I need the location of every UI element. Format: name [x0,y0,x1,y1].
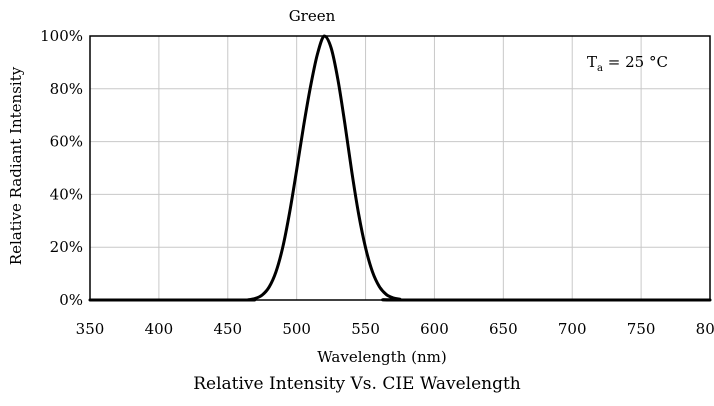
x-axis-label: Wavelength (nm) [317,348,446,366]
x-tick-label: 750 [627,320,656,338]
x-tick-label: 650 [489,320,518,338]
x-tick-label: 700 [558,320,587,338]
series-layer [88,34,712,302]
x-tick-label: 500 [282,320,311,338]
y-tick-label: 60% [50,133,83,151]
chart-caption: Relative Intensity Vs. CIE Wavelength [193,374,521,394]
annotation-subscript: a [597,63,603,74]
y-tick-labels: 0% 20% 40% 60% 80% 100% [40,27,83,309]
annotation-value: = 25 °C [603,53,668,71]
y-tick-label: 0% [59,291,83,309]
temperature-annotation: Ta = 25 °C [587,53,668,74]
x-tick-label: 550 [351,320,380,338]
x-tick-label: 600 [420,320,449,338]
series-line [88,34,712,302]
grid [90,36,710,300]
plot-frame [89,35,711,301]
x-tick-label: 350 [76,320,105,338]
y-tick-label: 80% [50,80,83,98]
x-tick-label: 400 [145,320,174,338]
y-tick-label: 40% [50,185,83,203]
x-tick-label: 450 [213,320,242,338]
chart-title: Green [289,7,336,25]
x-tick-label: 800 [696,320,714,338]
y-axis-label: Relative Radiant Intensity [7,66,25,265]
annotation-symbol: T [587,53,597,71]
x-tick-labels: 350 400 450 500 550 600 650 700 750 800 [76,320,714,338]
y-tick-label: 100% [40,27,83,45]
y-tick-label: 20% [50,238,83,256]
